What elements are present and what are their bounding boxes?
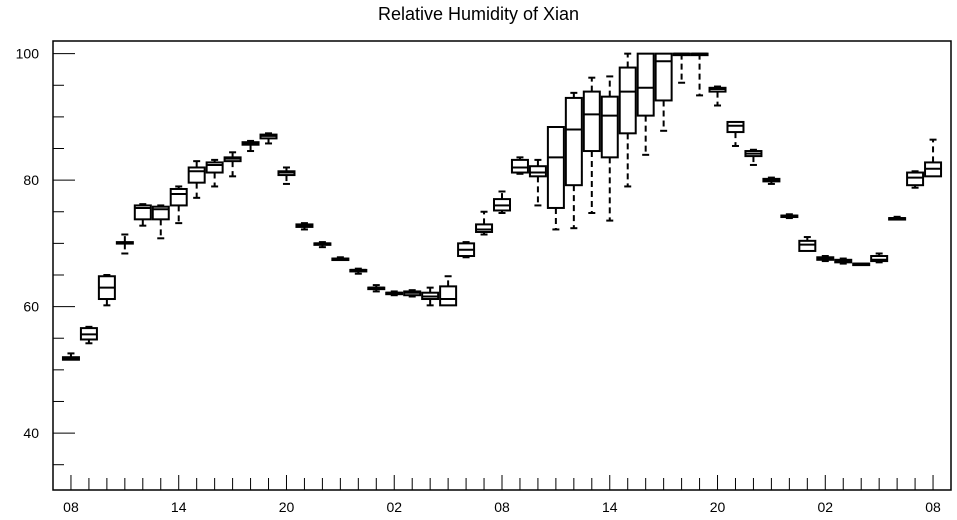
box-body [636, 52, 655, 117]
box [780, 213, 799, 220]
plot-frame [52, 40, 952, 491]
box [493, 190, 511, 215]
box [367, 284, 386, 293]
boxes [61, 52, 943, 361]
box-body [906, 171, 925, 187]
box [672, 52, 691, 84]
box [636, 52, 655, 156]
box-body [169, 187, 188, 207]
box [439, 275, 458, 307]
box [349, 267, 368, 275]
x-tick-label: 08 [494, 499, 510, 515]
x-tick-label: 08 [63, 499, 79, 515]
box [187, 160, 206, 199]
box [762, 176, 781, 185]
box [79, 325, 98, 345]
x-tick-label: 14 [171, 499, 187, 515]
box [546, 126, 565, 231]
box-body [618, 66, 637, 135]
box [744, 148, 763, 166]
x-tick-labels: 08 14 20 02 08 14 20 02 08 [63, 499, 941, 515]
axes [52, 40, 952, 491]
box-body [475, 223, 494, 233]
box [834, 257, 853, 265]
y-tick-label: 40 [23, 425, 39, 441]
y-tick-label: 100 [16, 46, 40, 62]
box [726, 120, 745, 147]
x-tick-label: 20 [279, 499, 295, 515]
box-body [870, 255, 889, 263]
y-tick-label: 80 [23, 172, 39, 188]
box-body [528, 165, 547, 178]
y-tick-labels: 40 60 80 100 [16, 46, 40, 441]
box-body [205, 161, 224, 174]
box [510, 156, 529, 175]
x-tick-label: 14 [602, 499, 618, 515]
box [331, 256, 350, 262]
box [600, 75, 619, 222]
box [870, 252, 889, 264]
box [151, 204, 170, 240]
box [528, 158, 547, 207]
box-body [564, 96, 583, 187]
box-body [546, 126, 565, 209]
box-body [151, 205, 170, 221]
x-tick-label: 02 [386, 499, 402, 515]
box-body [582, 90, 601, 153]
box [133, 203, 152, 227]
box-body [600, 95, 619, 159]
box [115, 233, 134, 255]
box [241, 139, 260, 153]
box [816, 255, 835, 263]
box-body [798, 239, 817, 252]
box-body [439, 285, 458, 307]
box [654, 52, 673, 132]
box [61, 352, 80, 361]
box [582, 76, 601, 215]
box [295, 222, 314, 231]
box-body [187, 166, 206, 184]
box-body [510, 158, 529, 174]
box [277, 166, 296, 185]
box-body [654, 52, 673, 102]
box [924, 138, 943, 178]
box [223, 151, 242, 178]
box [618, 52, 637, 188]
box [564, 91, 583, 230]
box [475, 210, 494, 236]
box [708, 85, 727, 107]
y-tick-label: 60 [23, 299, 39, 315]
box [403, 289, 422, 298]
box [313, 241, 332, 249]
box [457, 241, 476, 259]
box [906, 170, 925, 189]
x-tick-label: 08 [925, 499, 941, 515]
x-tick-label: 20 [710, 499, 726, 515]
box [385, 290, 404, 297]
box [169, 185, 188, 225]
box-body [133, 204, 152, 221]
box [852, 262, 871, 267]
box-body [726, 120, 745, 134]
x-tick-label: 02 [817, 499, 833, 515]
chart-title: Relative Humidity of Xian [377, 4, 580, 24]
box [888, 215, 907, 221]
box [205, 158, 224, 188]
box [690, 52, 709, 97]
box [259, 132, 278, 145]
box [97, 273, 116, 307]
box [421, 286, 440, 307]
box [798, 236, 817, 252]
